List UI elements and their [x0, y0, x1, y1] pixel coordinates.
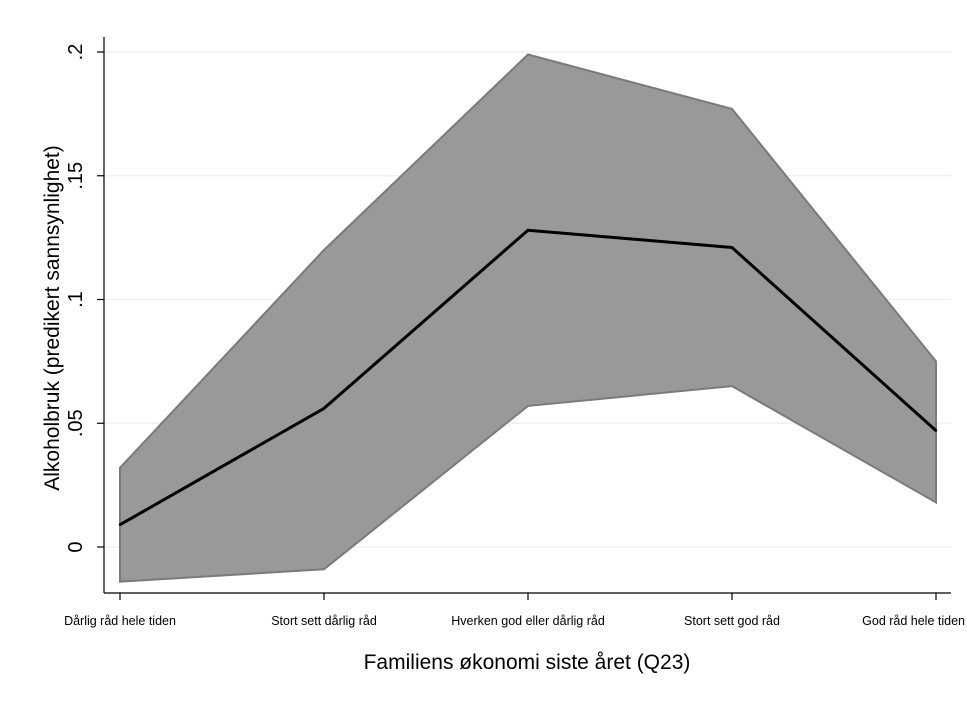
y-tick-label: .2 — [65, 44, 87, 61]
confidence-band-area — [119, 53, 937, 583]
prediction-point — [118, 523, 122, 526]
x-tick-label: God råd hele tiden — [862, 614, 965, 628]
confidence-band — [119, 53, 937, 583]
x-axis-title: Familiens økonomi siste året (Q23) — [364, 651, 691, 674]
prediction-point — [730, 246, 734, 249]
x-tick-label: Stort sett god råd — [684, 614, 780, 628]
x-tick-label: Hverken god eller dårlig råd — [451, 614, 605, 628]
y-ticks: 0 .05 .1 .15 .2 — [65, 44, 104, 553]
prediction-point — [934, 429, 938, 432]
x-tick-label: Dårlig råd hele tiden — [64, 614, 176, 628]
prediction-point — [526, 229, 530, 232]
y-axis-title: Alkoholbruk (predikert sannsynlighet) — [41, 145, 64, 491]
y-tick-label: .15 — [65, 162, 87, 190]
prediction-point — [322, 407, 326, 410]
y-tick-label: 0 — [65, 541, 87, 552]
prediction-line — [118, 228, 938, 527]
y-tick-label: .05 — [65, 409, 87, 437]
x-tick-label: Stort sett dårlig råd — [271, 614, 377, 628]
y-tick-label: .1 — [65, 291, 87, 308]
x-ticks: Dårlig råd hele tiden Stort sett dårlig r… — [64, 593, 965, 628]
